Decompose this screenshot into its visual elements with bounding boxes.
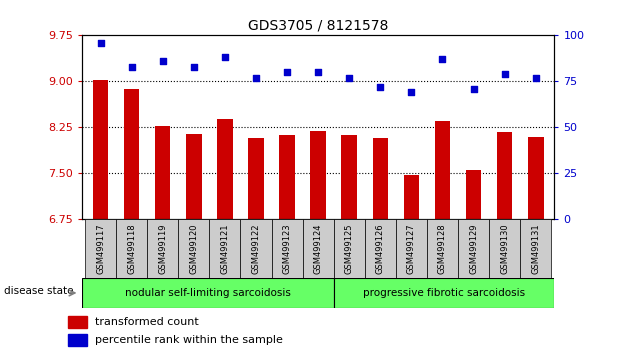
Bar (248, 138, 264, 219)
Bar (334, 278, 554, 308)
Bar (334, 219, 365, 278)
Bar (82, 278, 334, 308)
Bar (458, 219, 489, 278)
Point (220, 55, 230, 60)
Bar (186, 133, 202, 219)
Point (500, 71, 510, 77)
Bar (311, 131, 326, 219)
Bar (427, 219, 458, 278)
Point (406, 90, 416, 95)
Text: GSM499128: GSM499128 (438, 223, 447, 274)
Bar (372, 138, 388, 219)
Point (251, 75, 261, 81)
Point (313, 69, 323, 75)
Text: progressive fibrotic sarcoidosis: progressive fibrotic sarcoidosis (363, 288, 525, 298)
Title: GDS3705 / 8121578: GDS3705 / 8121578 (248, 19, 388, 33)
Bar (217, 119, 232, 219)
Bar (116, 219, 147, 278)
Text: GSM499123: GSM499123 (283, 223, 292, 274)
Text: percentile rank within the sample: percentile rank within the sample (95, 335, 283, 345)
Text: GSM499120: GSM499120 (189, 223, 198, 274)
Point (437, 57, 447, 62)
Point (530, 75, 541, 81)
Point (344, 75, 354, 81)
Bar (279, 136, 295, 219)
Bar (302, 219, 334, 278)
Bar (155, 126, 171, 219)
Bar (124, 90, 139, 219)
Bar (497, 132, 512, 219)
Text: GSM499124: GSM499124 (314, 223, 323, 274)
Bar (528, 137, 544, 219)
Bar (178, 219, 209, 278)
Text: GSM499127: GSM499127 (407, 223, 416, 274)
Text: GSM499130: GSM499130 (500, 223, 509, 274)
Text: GSM499122: GSM499122 (251, 223, 260, 274)
Text: GSM499117: GSM499117 (96, 223, 105, 274)
Bar (272, 219, 302, 278)
Text: GSM499125: GSM499125 (345, 223, 353, 274)
Point (127, 64, 137, 69)
Text: GSM499131: GSM499131 (531, 223, 541, 274)
Point (96, 40, 106, 46)
Point (375, 84, 386, 90)
Bar (69, 316, 87, 327)
Bar (404, 175, 419, 219)
Bar (396, 219, 427, 278)
Bar (147, 219, 178, 278)
Text: GSM499129: GSM499129 (469, 223, 478, 274)
Text: GSM499126: GSM499126 (376, 223, 385, 274)
Bar (466, 170, 481, 219)
Text: GSM499118: GSM499118 (127, 223, 136, 274)
Bar (241, 219, 272, 278)
Bar (520, 219, 551, 278)
Bar (209, 219, 241, 278)
Bar (489, 219, 520, 278)
Point (282, 69, 292, 75)
Text: transformed count: transformed count (95, 317, 199, 327)
Text: GSM499121: GSM499121 (220, 223, 229, 274)
Point (158, 58, 168, 64)
Text: GSM499119: GSM499119 (158, 223, 167, 274)
Bar (365, 219, 396, 278)
Text: nodular self-limiting sarcoidosis: nodular self-limiting sarcoidosis (125, 288, 291, 298)
Bar (341, 135, 357, 219)
Bar (93, 80, 108, 219)
Bar (69, 335, 87, 346)
Bar (435, 121, 450, 219)
Text: disease state: disease state (4, 286, 74, 296)
Bar (85, 219, 116, 278)
Point (469, 86, 479, 92)
Point (189, 64, 199, 69)
